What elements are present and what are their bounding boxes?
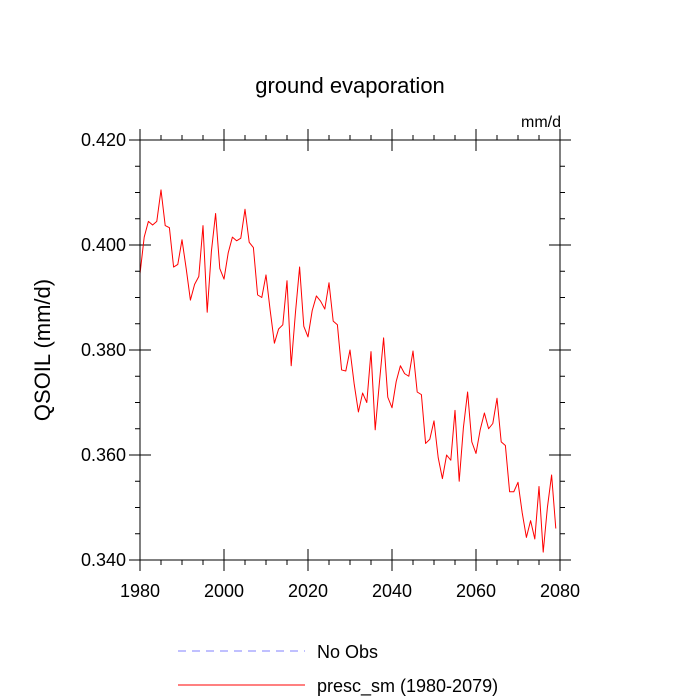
x-tick-label: 2000: [204, 581, 244, 601]
x-tick-label: 2040: [372, 581, 412, 601]
chart-title: ground evaporation: [255, 73, 445, 98]
legend-label-presc-sm: presc_sm (1980-2079): [317, 676, 498, 697]
x-tick-label: 2020: [288, 581, 328, 601]
y-axis-label: QSOIL (mm/d): [30, 279, 55, 421]
legend-label-no-obs: No Obs: [317, 642, 378, 662]
plot-frame: [139, 139, 561, 561]
x-tick-label: 1980: [120, 581, 160, 601]
tick-labels-layer: 1980 2000 2020 2040 2060 2080 0.340 0.360 0.380 0…: [81, 130, 580, 601]
y-tick-label: 0.420: [81, 130, 126, 150]
x-tick-label: 2060: [456, 581, 496, 601]
y-tick-label: 0.340: [81, 550, 126, 570]
y-tick-label: 0.380: [81, 340, 126, 360]
x-tick-label: 2080: [540, 581, 580, 601]
series-layer: [139, 189, 557, 553]
series-line-presc-sm: [139, 189, 557, 553]
legend: No Obs presc_sm (1980-2079): [178, 642, 498, 697]
units-label: mm/d: [521, 114, 561, 131]
y-tick-label: 0.360: [81, 445, 126, 465]
y-tick-label: 0.400: [81, 235, 126, 255]
